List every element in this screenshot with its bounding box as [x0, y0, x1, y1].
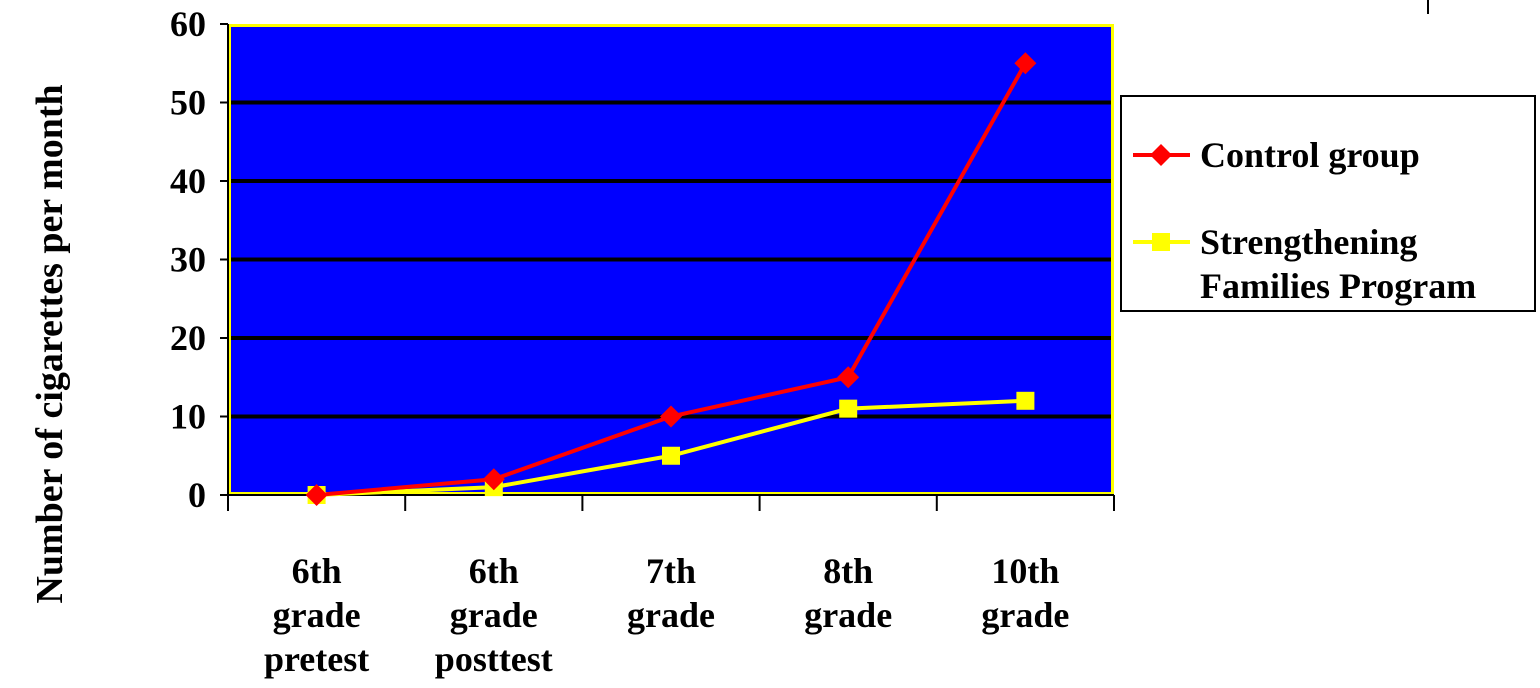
x-tick-label: 7th grade	[627, 551, 715, 635]
y-tick-labels: 0 10 20 30 40 50 60	[170, 4, 206, 515]
y-axis-title: Number of cigarettes per month	[29, 84, 71, 603]
data-point	[1014, 52, 1037, 75]
x-tick-label: 8th grade	[804, 551, 892, 635]
data-point	[839, 399, 858, 418]
x-tick-label: 10th grade	[981, 551, 1069, 635]
y-tick-label: 20	[170, 318, 206, 358]
legend-label: Strengthening Families Program	[1200, 222, 1476, 306]
data-point	[660, 405, 682, 428]
series	[305, 52, 1037, 506]
x-tick-label: 6th grade posttest	[435, 551, 553, 679]
y-tick-label: 10	[170, 397, 206, 437]
legend-marker	[1150, 144, 1172, 166]
y-tick-label: 50	[170, 83, 206, 123]
data-point	[662, 446, 680, 465]
data-point	[305, 484, 328, 506]
x-tick-label: 6th grade pretest	[264, 551, 369, 679]
y-tick-label: 30	[170, 240, 206, 280]
plot-border	[228, 24, 1114, 495]
y-tick-label: 0	[188, 475, 206, 515]
legend-marker	[1152, 233, 1170, 251]
legend-box	[1120, 95, 1536, 312]
gridlines	[228, 100, 1114, 419]
data-point	[482, 468, 505, 491]
data-point	[1016, 391, 1035, 410]
y-tick-label: 40	[170, 161, 206, 201]
axes	[220, 23, 1115, 511]
y-tick-label: 60	[170, 4, 206, 44]
data-point	[837, 366, 860, 389]
legend-label: Control group	[1200, 135, 1420, 175]
x-tick-labels: 6th grade pretest 6th grade posttest 7th grade 8…	[264, 551, 1069, 679]
legend: Control group Strengthening Families Progr…	[1120, 95, 1536, 312]
